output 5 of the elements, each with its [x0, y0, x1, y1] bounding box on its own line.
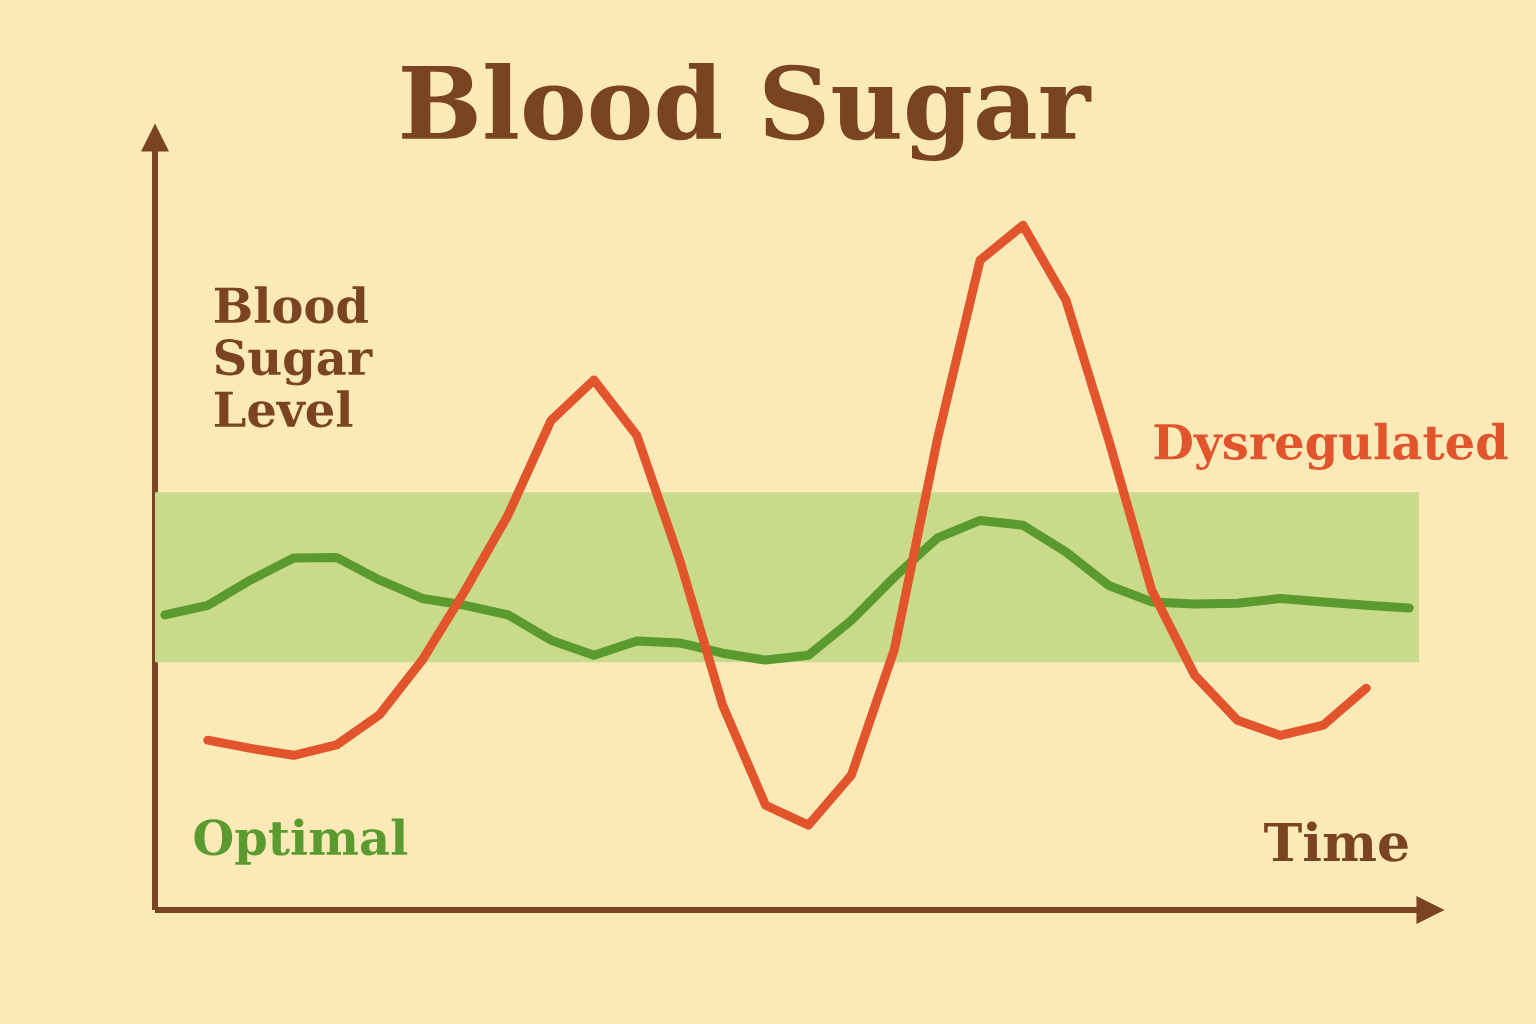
y-axis-title: Blood Sugar Level	[214, 286, 373, 428]
chart-title: Blood Sugar	[402, 62, 1092, 162]
text: Optimal	[194, 818, 408, 865]
series-label: Dysregulated	[1154, 422, 1508, 470]
x-axis-title: Time	[1264, 821, 1408, 862]
